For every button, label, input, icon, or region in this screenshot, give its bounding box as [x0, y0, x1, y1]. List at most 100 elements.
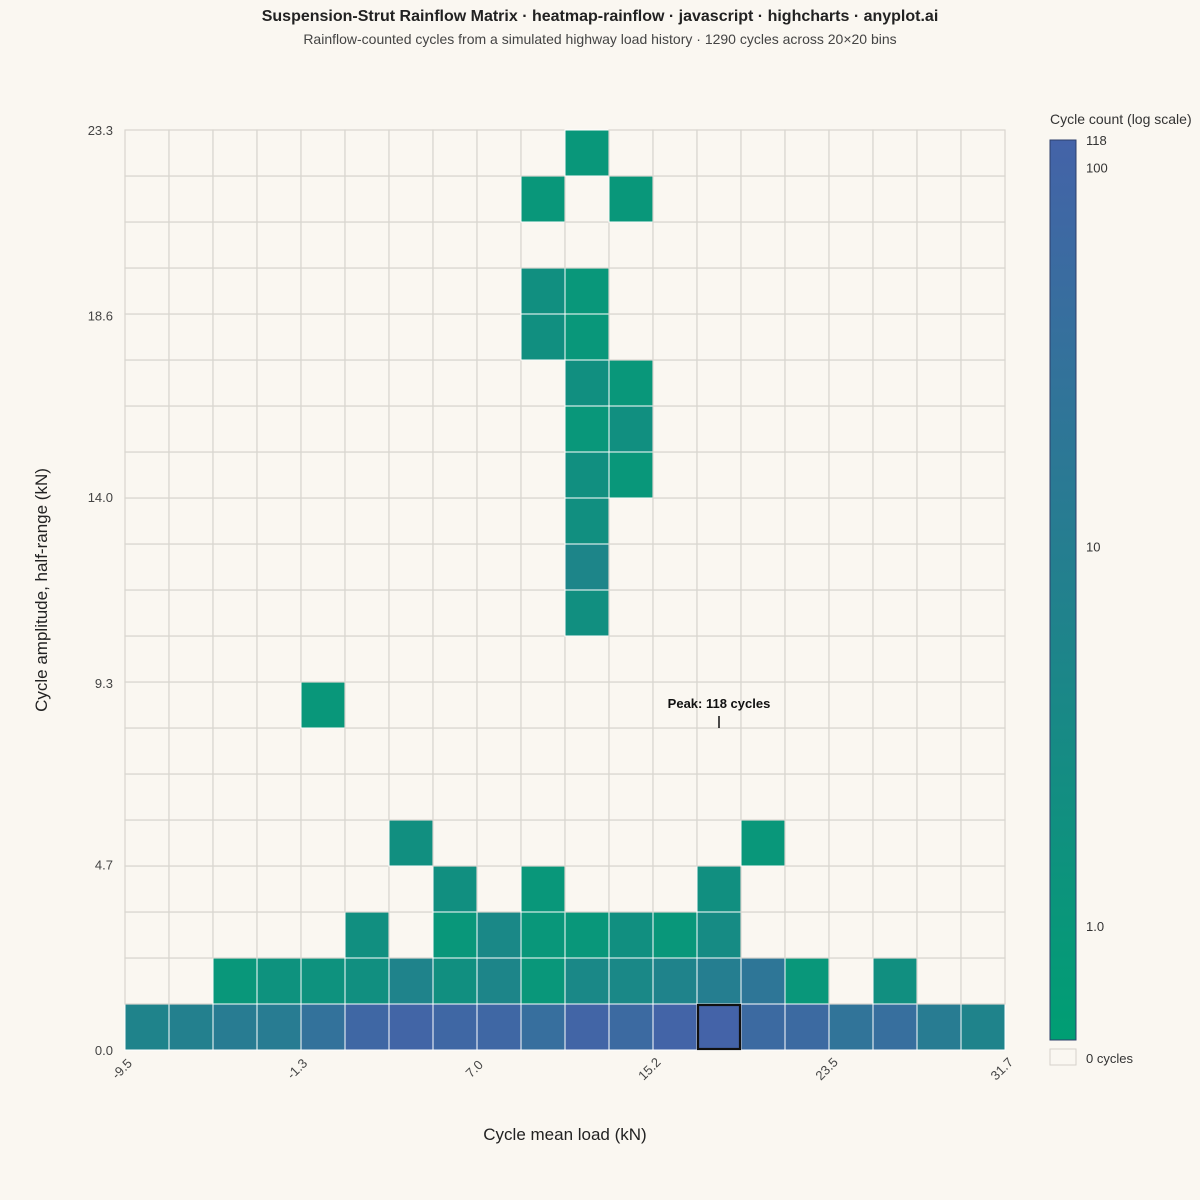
heatmap-empty-cell — [388, 175, 434, 223]
heatmap-empty-cell — [124, 957, 170, 1005]
heatmap-cell — [476, 911, 522, 959]
heatmap-cell — [608, 957, 654, 1005]
heatmap-cell — [872, 1003, 918, 1051]
heatmap-empty-cell — [432, 359, 478, 407]
heatmap-empty-cell — [740, 451, 786, 499]
heatmap-empty-cell — [740, 727, 786, 775]
heatmap-empty-cell — [740, 405, 786, 453]
heatmap-empty-cell — [212, 681, 258, 729]
heatmap-empty-cell — [476, 543, 522, 591]
heatmap-empty-cell — [652, 681, 698, 729]
heatmap-empty-cell — [344, 543, 390, 591]
heatmap-empty-cell — [564, 635, 610, 683]
heatmap-empty-cell — [212, 451, 258, 499]
heatmap-empty-cell — [916, 267, 962, 315]
heatmap-empty-cell — [828, 543, 874, 591]
heatmap-empty-cell — [168, 405, 214, 453]
heatmap-empty-cell — [740, 129, 786, 177]
heatmap-empty-cell — [652, 451, 698, 499]
heatmap-cell — [388, 1003, 434, 1051]
heatmap-cell — [608, 175, 654, 223]
y-tick-label: 9.3 — [95, 676, 113, 691]
heatmap-empty-cell — [300, 773, 346, 821]
heatmap-cell — [388, 957, 434, 1005]
heatmap-cell — [124, 1003, 170, 1051]
heatmap-cell — [740, 819, 786, 867]
heatmap-empty-cell — [124, 405, 170, 453]
heatmap-empty-cell — [476, 129, 522, 177]
heatmap-empty-cell — [388, 589, 434, 637]
heatmap-empty-cell — [828, 773, 874, 821]
heatmap-empty-cell — [212, 313, 258, 361]
heatmap-empty-cell — [476, 635, 522, 683]
heatmap-empty-cell — [520, 129, 566, 177]
legend-title: Cycle count (log scale) — [1050, 111, 1192, 127]
heatmap-empty-cell — [652, 405, 698, 453]
heatmap-empty-cell — [608, 635, 654, 683]
heatmap-empty-cell — [520, 589, 566, 637]
heatmap-empty-cell — [212, 773, 258, 821]
heatmap-empty-cell — [124, 635, 170, 683]
heatmap-cell — [476, 1003, 522, 1051]
heatmap-empty-cell — [960, 359, 1006, 407]
heatmap-empty-cell — [696, 267, 742, 315]
heatmap-empty-cell — [256, 175, 302, 223]
heatmap-cell — [608, 451, 654, 499]
heatmap-empty-cell — [212, 635, 258, 683]
heatmap-empty-cell — [696, 635, 742, 683]
heatmap-empty-cell — [828, 819, 874, 867]
heatmap-empty-cell — [124, 773, 170, 821]
heatmap-empty-cell — [344, 175, 390, 223]
x-tick-label: 15.2 — [635, 1055, 664, 1084]
heatmap-empty-cell — [344, 727, 390, 775]
heatmap-empty-cell — [608, 267, 654, 315]
heatmap-empty-cell — [124, 543, 170, 591]
heatmap-empty-cell — [432, 313, 478, 361]
heatmap-empty-cell — [828, 957, 874, 1005]
heatmap-empty-cell — [300, 865, 346, 913]
heatmap-empty-cell — [784, 819, 830, 867]
heatmap-empty-cell — [828, 727, 874, 775]
heatmap-empty-cell — [872, 359, 918, 407]
heatmap-empty-cell — [256, 497, 302, 545]
heatmap-empty-cell — [344, 819, 390, 867]
heatmap-empty-cell — [960, 635, 1006, 683]
heatmap-empty-cell — [652, 589, 698, 637]
heatmap-empty-cell — [608, 773, 654, 821]
heatmap-empty-cell — [916, 773, 962, 821]
heatmap-empty-cell — [212, 589, 258, 637]
heatmap-empty-cell — [740, 175, 786, 223]
heatmap-empty-cell — [168, 773, 214, 821]
heatmap-empty-cell — [784, 359, 830, 407]
heatmap-empty-cell — [256, 451, 302, 499]
heatmap-empty-cell — [564, 865, 610, 913]
heatmap-empty-cell — [168, 451, 214, 499]
heatmap-empty-cell — [872, 727, 918, 775]
heatmap-empty-cell — [740, 635, 786, 683]
heatmap-empty-cell — [344, 405, 390, 453]
heatmap-empty-cell — [740, 911, 786, 959]
heatmap-empty-cell — [696, 221, 742, 269]
heatmap-empty-cell — [300, 405, 346, 453]
heatmap-empty-cell — [300, 589, 346, 637]
heatmap-empty-cell — [432, 589, 478, 637]
heatmap-empty-cell — [564, 727, 610, 775]
heatmap-empty-cell — [784, 405, 830, 453]
heatmap-empty-cell — [256, 405, 302, 453]
heatmap-empty-cell — [652, 313, 698, 361]
heatmap-empty-cell — [784, 221, 830, 269]
heatmap-empty-cell — [608, 497, 654, 545]
heatmap-cell — [696, 1003, 742, 1051]
heatmap-empty-cell — [740, 865, 786, 913]
heatmap-empty-cell — [696, 451, 742, 499]
heatmap-empty-cell — [212, 819, 258, 867]
heatmap-empty-cell — [564, 175, 610, 223]
heatmap-cell — [432, 957, 478, 1005]
heatmap-empty-cell — [696, 129, 742, 177]
heatmap-empty-cell — [564, 221, 610, 269]
heatmap-empty-cell — [784, 129, 830, 177]
heatmap-cell — [388, 819, 434, 867]
heatmap-empty-cell — [960, 819, 1006, 867]
peak-cell-outline — [696, 1003, 742, 1051]
heatmap-empty-cell — [520, 359, 566, 407]
